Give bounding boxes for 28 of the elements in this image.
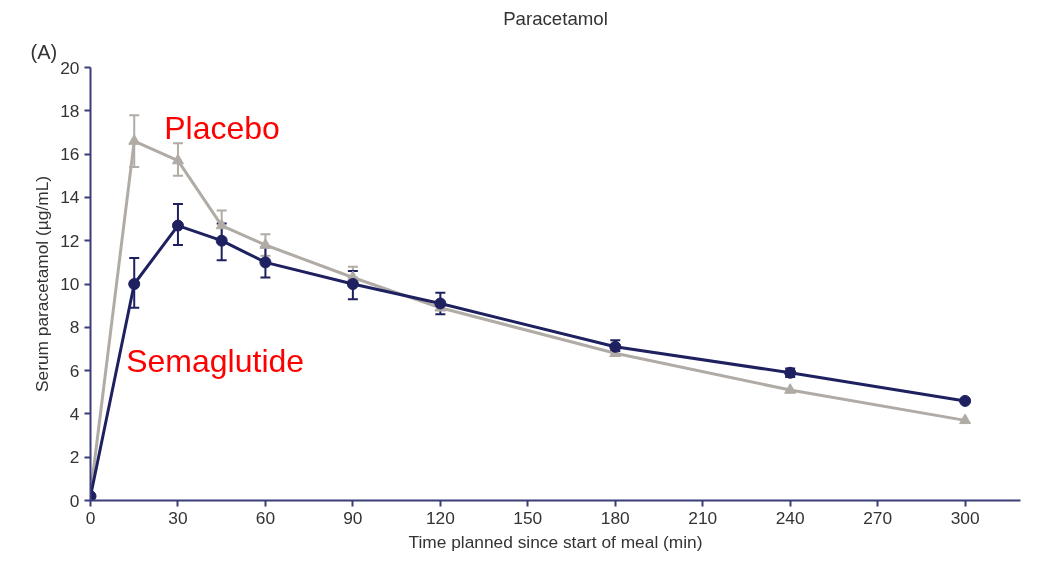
y-tick-label: 6 <box>69 360 80 381</box>
x-tick-label: 60 <box>255 507 276 528</box>
y-tick-label: 20 <box>60 57 80 78</box>
y-tick-label: 14 <box>60 187 80 208</box>
y-tick-label: 18 <box>60 100 80 121</box>
x-tick-label: 120 <box>425 507 455 528</box>
x-tick-label: 270 <box>863 507 893 528</box>
chart-title: Paracetamol <box>503 7 608 29</box>
x-tick-label: 90 <box>343 507 363 528</box>
y-axis-title: Serum paracetamol (µg/mL) <box>32 175 53 393</box>
x-tick-label: 0 <box>85 507 96 528</box>
x-tick-label: 240 <box>775 507 805 528</box>
x-tick-label: 180 <box>600 507 630 528</box>
x-tick-label: 150 <box>513 507 543 528</box>
x-tick-label: 30 <box>168 507 188 528</box>
y-tick-label: 10 <box>60 274 80 294</box>
y-tick-label: 8 <box>69 317 80 338</box>
y-tick-label: 16 <box>60 144 80 165</box>
series-label: Semaglutide <box>126 343 305 379</box>
y-tick-label: 12 <box>60 230 80 251</box>
x-tick-label: 210 <box>688 507 718 528</box>
series-label: Placebo <box>164 110 280 147</box>
y-tick-label: 0 <box>69 490 80 511</box>
x-tick-label: 300 <box>950 507 980 528</box>
y-tick-label: 4 <box>69 403 80 424</box>
text: (A) <box>30 40 58 63</box>
y-tick-label: 2 <box>69 447 80 468</box>
x-axis-title: Time planned since start of meal (min) <box>408 531 703 552</box>
